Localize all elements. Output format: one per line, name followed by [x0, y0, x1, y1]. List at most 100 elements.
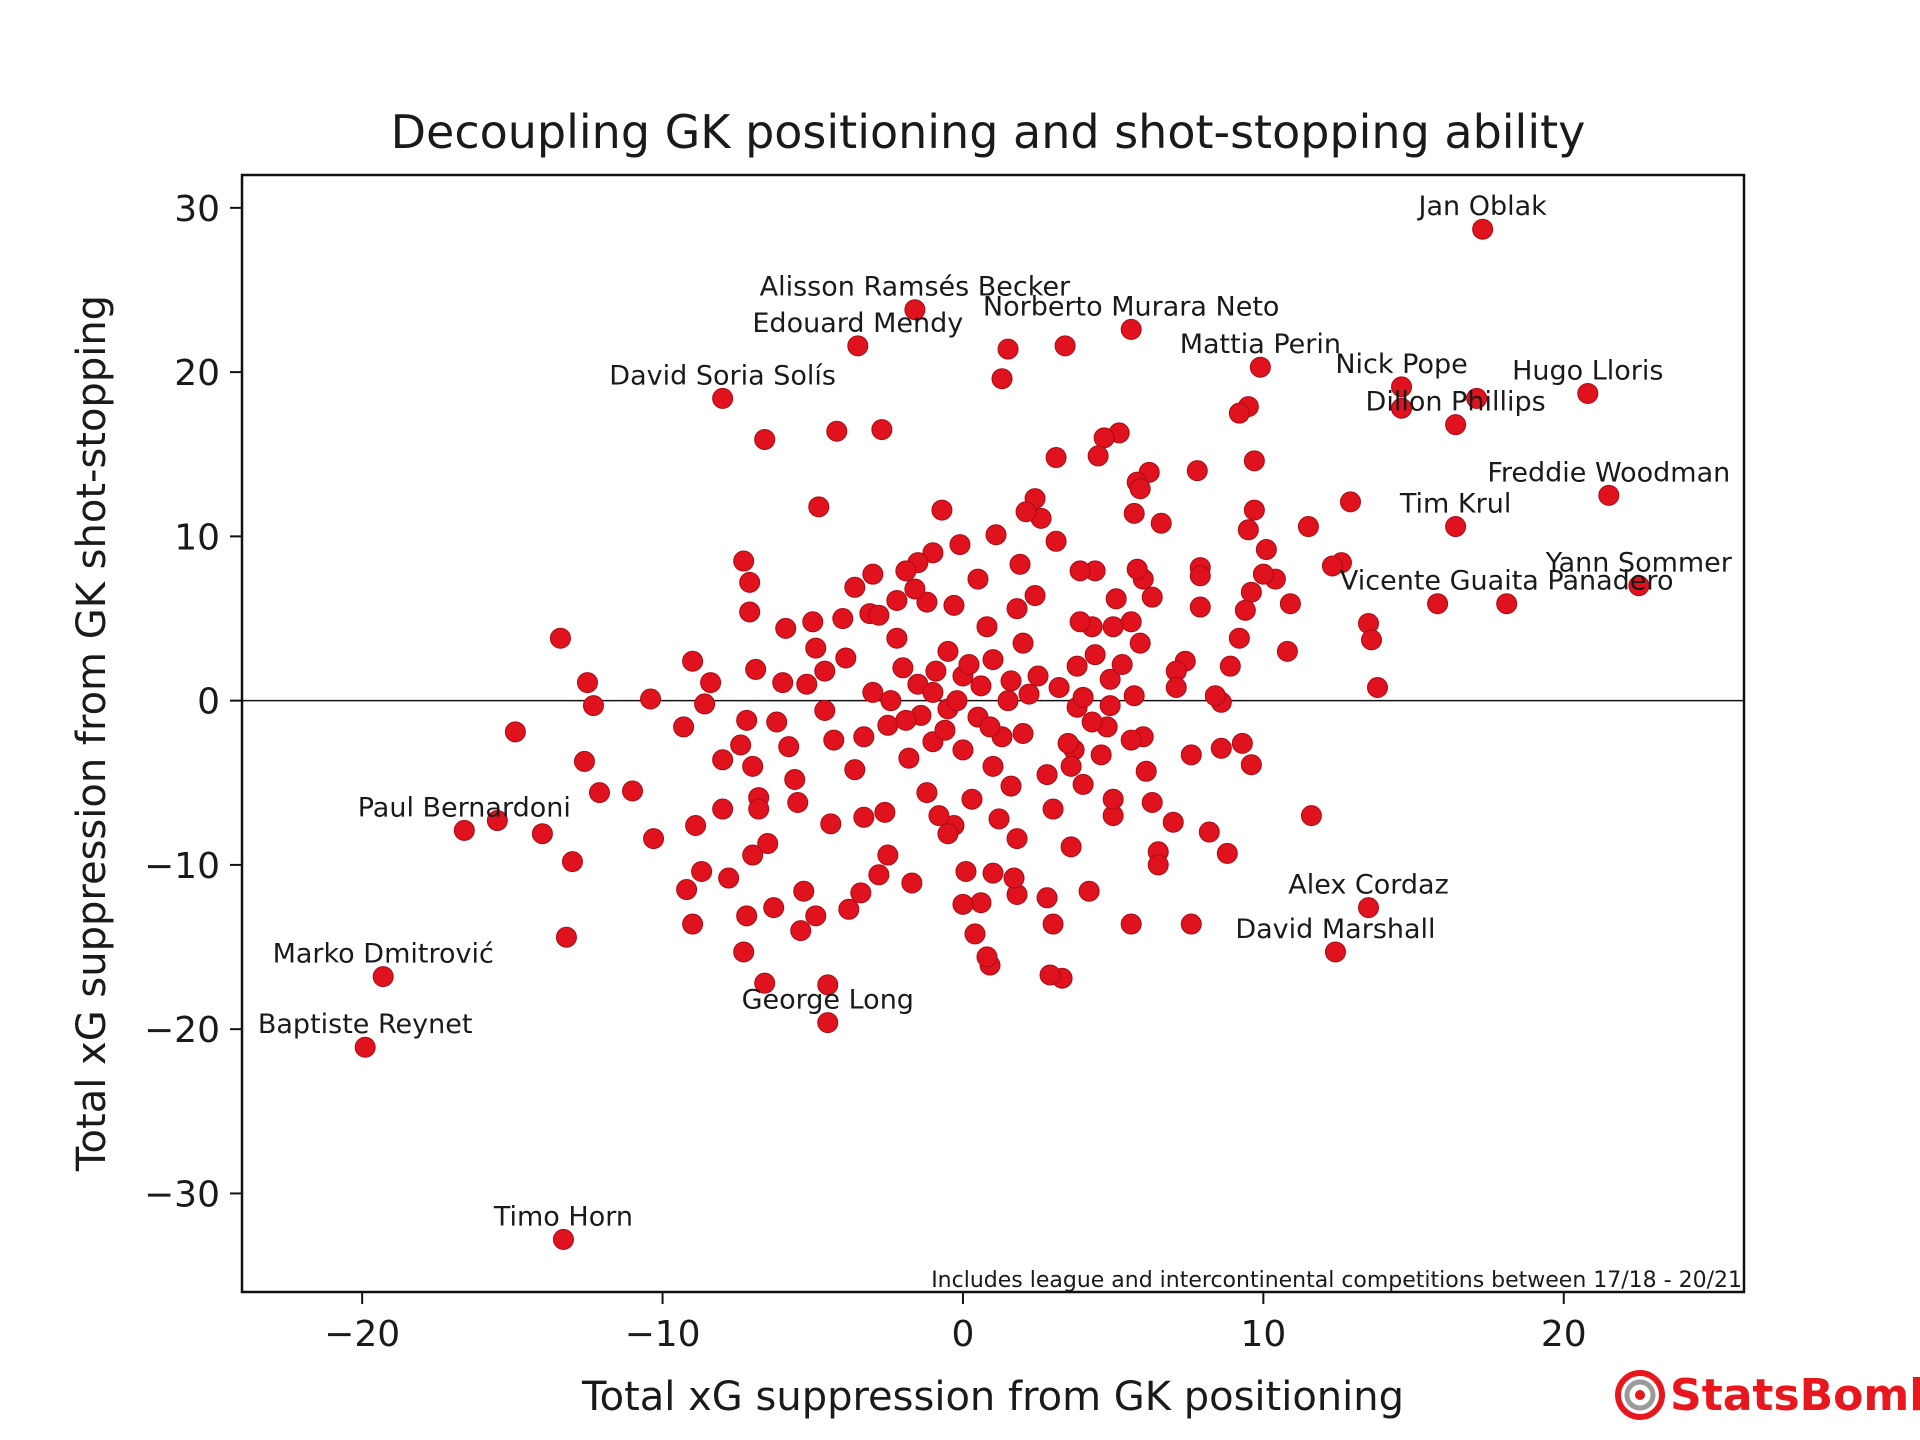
data-point: [805, 637, 827, 659]
data-point: [1255, 539, 1277, 561]
data-point: [1300, 805, 1322, 827]
labeled-data-point: [1496, 593, 1518, 615]
data-point: [736, 709, 758, 731]
data-point: [1129, 478, 1151, 500]
data-point: [895, 560, 917, 582]
point-label: Norberto Murara Neto: [983, 291, 1280, 322]
data-point: [862, 563, 884, 585]
labeled-data-point: [904, 299, 926, 321]
data-point: [1027, 665, 1049, 687]
data-point: [640, 688, 662, 710]
data-point: [736, 905, 758, 927]
data-point: [1123, 502, 1145, 524]
data-point: [949, 534, 971, 556]
data-point: [790, 920, 812, 942]
labeled-data-point: [372, 966, 394, 988]
data-point: [952, 893, 974, 915]
data-point: [928, 805, 950, 827]
point-label: Mattia Perin: [1180, 329, 1341, 360]
statsbomb-target-icon: [1615, 1370, 1665, 1420]
data-point: [730, 734, 752, 756]
data-point: [1000, 670, 1022, 692]
data-point: [1036, 887, 1058, 909]
plot-frame: [240, 173, 1746, 1294]
labeled-data-point: [712, 387, 734, 409]
point-label: Tim Krul: [1399, 489, 1511, 520]
data-point: [880, 690, 902, 712]
x-tick-label: 10: [1240, 1314, 1286, 1355]
labeled-data-point: [1628, 575, 1650, 597]
point-label: Yann Sommer: [1545, 548, 1733, 579]
data-point: [886, 589, 908, 611]
data-point: [982, 862, 1004, 884]
data-point: [832, 608, 854, 630]
data-point: [1120, 611, 1142, 633]
data-point: [1126, 558, 1148, 580]
data-point: [718, 867, 740, 889]
data-point: [1048, 677, 1070, 699]
data-point: [814, 660, 836, 682]
point-label: Edouard Mendy: [752, 308, 963, 339]
data-point: [946, 690, 968, 712]
data-point: [1090, 744, 1112, 766]
data-point: [742, 755, 764, 777]
data-point: [814, 700, 836, 722]
data-point: [748, 798, 770, 820]
data-point: [745, 658, 767, 680]
data-point: [622, 780, 644, 802]
data-point: [904, 578, 926, 600]
data-point: [1162, 811, 1184, 833]
point-label: Freddie Woodman: [1487, 457, 1730, 488]
data-point: [1102, 788, 1124, 810]
data-point: [1072, 686, 1094, 708]
data-point: [868, 604, 890, 626]
data-point: [1321, 555, 1343, 577]
y-tick-label: −30: [144, 1174, 220, 1215]
data-point: [976, 946, 998, 968]
data-point: [733, 550, 755, 572]
data-point: [979, 716, 1001, 738]
data-point: [877, 714, 899, 736]
data-point: [1006, 598, 1028, 620]
data-point: [1000, 775, 1022, 797]
y-axis-label: Total xG suppression from GK shot-stoppi…: [69, 295, 115, 1172]
data-point: [1129, 632, 1151, 654]
data-point: [772, 672, 794, 694]
data-point: [588, 782, 610, 804]
data-point: [1105, 588, 1127, 610]
labeled-data-point: [817, 1012, 839, 1034]
data-point: [916, 782, 938, 804]
data-point: [1180, 744, 1202, 766]
data-point: [1228, 627, 1250, 649]
point-label: Hugo Lloris: [1512, 355, 1663, 386]
y-axis: −30 −20 −10 0 10 20 30: [144, 189, 242, 1215]
data-point: [1186, 460, 1208, 482]
data-point: [1198, 821, 1220, 843]
data-point: [1219, 655, 1241, 677]
labeled-data-point: [1445, 516, 1467, 538]
data-point: [982, 649, 1004, 671]
data-point: [1072, 773, 1094, 795]
data-point: [1189, 565, 1211, 587]
labeled-data-point: [552, 1228, 574, 1250]
labeled-data-point: [1120, 318, 1142, 340]
data-point: [967, 568, 989, 590]
point-label: Nick Pope: [1335, 349, 1467, 380]
data-point: [817, 974, 839, 996]
data-point: [1069, 560, 1091, 582]
data-point: [1180, 913, 1202, 935]
data-point: [1216, 842, 1238, 864]
data-point: [808, 496, 830, 518]
labeled-data-point: [1358, 897, 1379, 919]
data-point: [685, 814, 707, 836]
data-point: [793, 880, 815, 902]
data-point: [955, 860, 977, 882]
data-point: [850, 882, 872, 904]
data-point: [573, 750, 595, 772]
data-point: [877, 844, 899, 866]
point-label: Marko Dmitrović: [273, 939, 494, 970]
data-point: [763, 897, 785, 919]
data-point: [1078, 880, 1100, 902]
